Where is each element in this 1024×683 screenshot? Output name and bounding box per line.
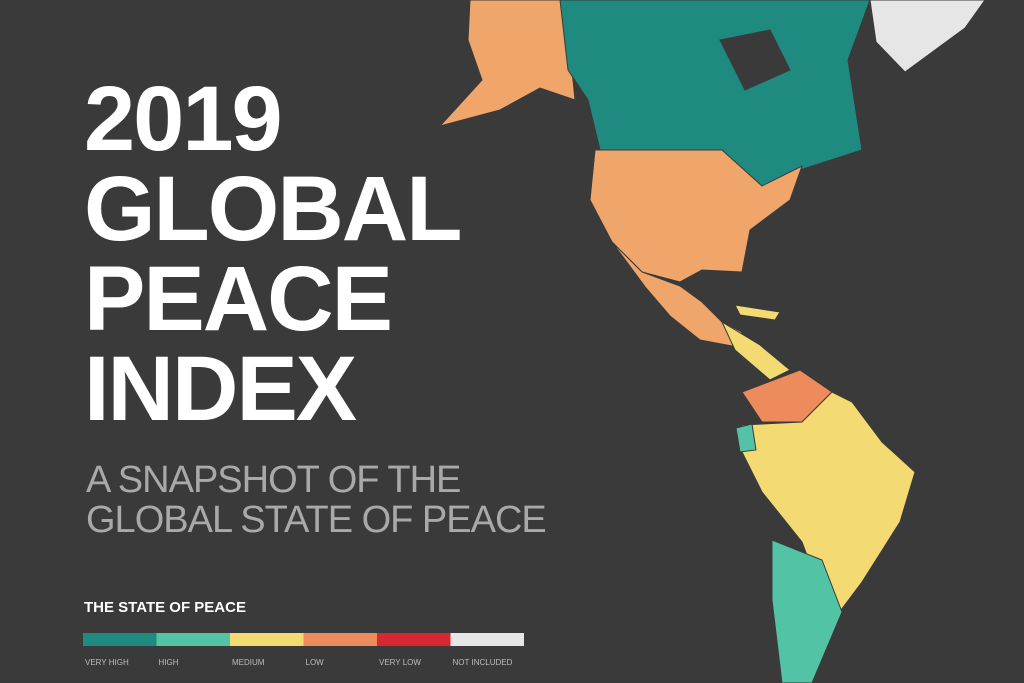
legend-label: VERY LOW [379, 658, 421, 667]
alaska [438, 0, 576, 127]
legend-swatch [156, 633, 230, 646]
map [438, 0, 986, 683]
south-america [741, 391, 916, 624]
central-america [720, 320, 791, 381]
legend-swatch [83, 633, 157, 646]
title-line: PEACE [84, 248, 391, 350]
southern-cone [771, 539, 843, 683]
subtitle-line: A SNAPSHOT OF THE [86, 459, 460, 501]
title-line: 2019 [84, 68, 281, 170]
legend-swatch [450, 633, 524, 646]
title-block: 2019 GLOBAL PEACE INDEX A SNAPSHOT OF TH… [84, 68, 547, 541]
caribbean [734, 304, 781, 321]
canada-islands [719, 29, 791, 91]
greenland [869, 0, 986, 73]
legend-title: THE STATE OF PEACE [84, 599, 246, 616]
title-line: INDEX [84, 338, 357, 440]
subtitle-line: GLOBAL STATE OF PEACE [86, 499, 546, 541]
legend-label: VERY HIGH [85, 658, 129, 667]
legend-swatch [230, 633, 304, 646]
legend-label: HIGH [159, 658, 179, 667]
legend-label: LOW [306, 658, 325, 667]
mexico [611, 241, 743, 347]
legend-label: MEDIUM [232, 658, 265, 667]
legend-swatch [303, 633, 377, 646]
legend: THE STATE OF PEACE VERY HIGH HIGH MEDIUM LO… [83, 599, 524, 667]
ecuador [735, 423, 757, 453]
legend-swatch [377, 633, 451, 646]
legend-label: NOT INCLUDED [453, 658, 513, 667]
title-line: GLOBAL [84, 158, 460, 260]
